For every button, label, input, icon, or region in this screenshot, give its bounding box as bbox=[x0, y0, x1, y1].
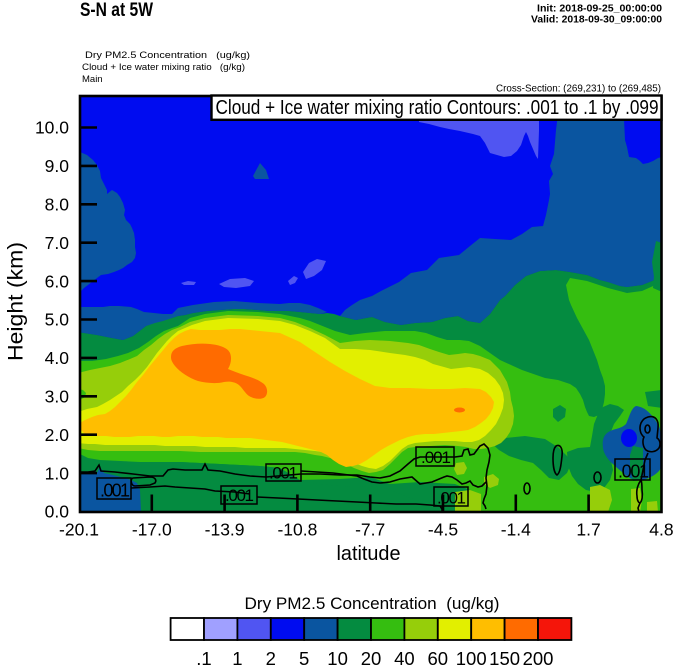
svg-text:3.0: 3.0 bbox=[45, 387, 70, 407]
svg-text:Cloud + Ice water mixing ratio: Cloud + Ice water mixing ratio Contours:… bbox=[216, 97, 659, 119]
svg-text:10.0: 10.0 bbox=[35, 118, 69, 138]
svg-text:Dry PM2.5 Concentration (ug/: Dry PM2.5 Concentration (ug/kg) bbox=[82, 50, 250, 61]
svg-text:-7.7: -7.7 bbox=[355, 520, 385, 540]
svg-text:5: 5 bbox=[299, 648, 309, 668]
svg-text:Cloud + Ice water mixing ratio: Cloud + Ice water mixing ratio (g/kg) bbox=[82, 62, 245, 73]
svg-text:200: 200 bbox=[523, 648, 554, 668]
svg-text:latitude: latitude bbox=[337, 542, 401, 565]
svg-text:2.0: 2.0 bbox=[45, 425, 70, 445]
svg-text:.001: .001 bbox=[225, 486, 254, 505]
svg-text:9.0: 9.0 bbox=[45, 156, 70, 176]
svg-text:7.0: 7.0 bbox=[45, 233, 70, 253]
svg-text:.001: .001 bbox=[437, 489, 466, 508]
svg-text:60: 60 bbox=[428, 648, 449, 668]
svg-text:Valid: 2018-09-30_09:00:00: Valid: 2018-09-30_09:00:00 bbox=[531, 15, 662, 26]
svg-text:6.0: 6.0 bbox=[45, 271, 70, 291]
svg-text:1.7: 1.7 bbox=[576, 520, 600, 540]
svg-text:40: 40 bbox=[394, 648, 415, 668]
svg-text:8.0: 8.0 bbox=[45, 195, 70, 215]
svg-text:100: 100 bbox=[456, 648, 487, 668]
svg-text:Cross-Section: (269,231) to (2: Cross-Section: (269,231) to (269,485) bbox=[496, 83, 661, 95]
svg-text:5.0: 5.0 bbox=[45, 310, 70, 330]
svg-text:.001: .001 bbox=[100, 481, 130, 501]
svg-text:1.0: 1.0 bbox=[45, 463, 70, 483]
svg-text:10: 10 bbox=[327, 648, 348, 668]
svg-text:4.0: 4.0 bbox=[45, 348, 70, 368]
svg-text:.1: .1 bbox=[196, 648, 211, 668]
svg-text:-10.8: -10.8 bbox=[277, 520, 317, 540]
svg-text:-20.1: -20.1 bbox=[59, 520, 99, 540]
svg-text:-13.9: -13.9 bbox=[205, 520, 245, 540]
svg-text:1: 1 bbox=[232, 648, 242, 668]
svg-text:.001: .001 bbox=[618, 462, 649, 482]
svg-text:-4.5: -4.5 bbox=[428, 520, 458, 540]
svg-text:4.8: 4.8 bbox=[649, 520, 673, 540]
svg-text:150: 150 bbox=[489, 648, 520, 668]
svg-text:.001: .001 bbox=[269, 464, 298, 483]
svg-text:-17.0: -17.0 bbox=[132, 520, 172, 540]
svg-text:S-N at 5W: S-N at 5W bbox=[80, 0, 153, 21]
svg-text:-1.4: -1.4 bbox=[501, 520, 531, 540]
svg-text:.001: .001 bbox=[421, 448, 451, 467]
svg-text:Init: 2018-09-25_00:00:00: Init: 2018-09-25_00:00:00 bbox=[537, 4, 662, 15]
svg-text:Dry PM2.5 Concentration (ug/k: Dry PM2.5 Concentration (ug/kg) bbox=[245, 594, 500, 613]
svg-text:2: 2 bbox=[266, 648, 276, 668]
svg-text:Height (km): Height (km) bbox=[5, 242, 28, 361]
svg-text:0.0: 0.0 bbox=[45, 502, 70, 522]
svg-text:Main: Main bbox=[82, 74, 103, 85]
svg-text:20: 20 bbox=[361, 648, 382, 668]
